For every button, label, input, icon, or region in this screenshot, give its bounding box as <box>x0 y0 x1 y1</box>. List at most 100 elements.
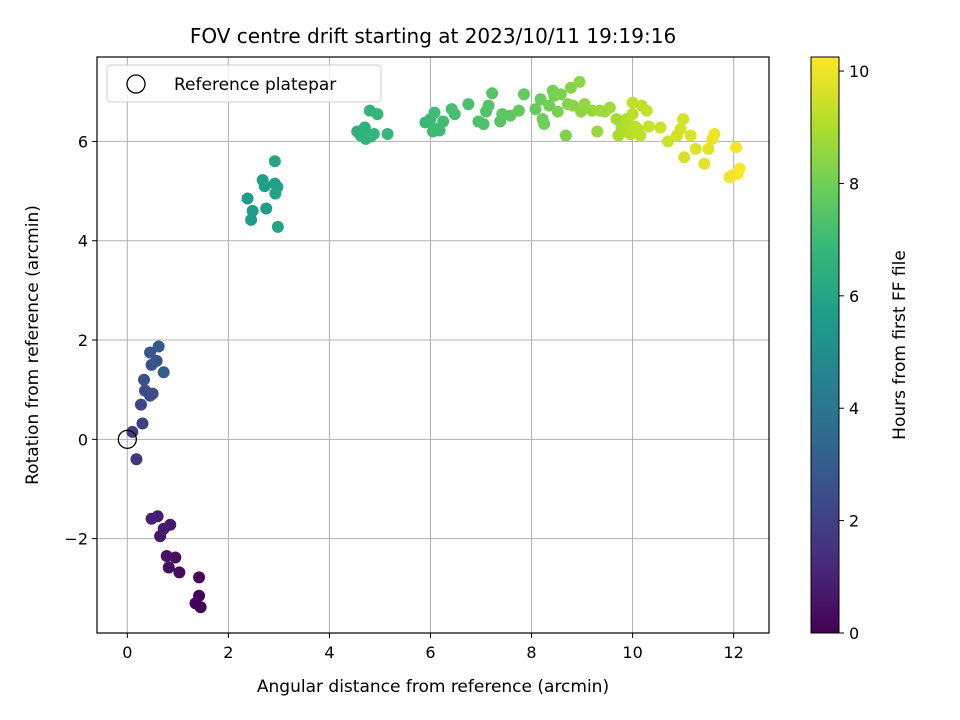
data-point <box>144 346 157 359</box>
y-axis-ticks: −2 0 2 4 6 <box>64 132 97 549</box>
y-tick-label: 0 <box>78 430 88 449</box>
data-point <box>137 373 150 386</box>
data-point <box>698 157 711 170</box>
chart-title: FOV centre drift starting at 2023/10/11 … <box>190 24 676 48</box>
data-point <box>144 389 157 402</box>
colorbar-tick-label: 0 <box>849 624 859 643</box>
data-point <box>529 103 542 116</box>
data-point <box>674 123 687 135</box>
data-point <box>482 99 495 112</box>
y-tick-label: 4 <box>78 232 88 251</box>
x-tick-label: 12 <box>723 643 743 662</box>
data-points <box>126 75 746 614</box>
data-point <box>160 550 173 563</box>
data-point <box>677 113 690 126</box>
data-point <box>689 142 702 155</box>
x-tick-label: 0 <box>122 643 132 662</box>
data-point <box>634 129 647 142</box>
data-point <box>157 522 170 535</box>
data-point <box>381 127 394 140</box>
data-point <box>654 121 667 134</box>
data-point <box>246 204 259 217</box>
data-point <box>150 354 163 367</box>
data-point <box>684 129 697 142</box>
data-point <box>640 104 653 117</box>
x-tick-label: 2 <box>223 643 233 662</box>
data-point <box>437 115 450 128</box>
data-point <box>642 120 655 133</box>
data-point <box>551 105 564 118</box>
data-point <box>157 366 170 379</box>
legend-label: Reference platepar <box>174 75 336 95</box>
data-point <box>145 512 158 525</box>
data-point <box>534 93 547 106</box>
x-axis-title: Angular distance from reference (arcmin) <box>257 677 609 697</box>
data-point <box>358 121 371 134</box>
data-point <box>271 220 284 233</box>
data-point <box>708 127 721 140</box>
data-point <box>678 151 691 164</box>
data-point <box>543 99 556 112</box>
data-point <box>573 75 586 88</box>
y-tick-label: −2 <box>64 530 88 549</box>
data-point <box>730 141 743 154</box>
data-point <box>134 398 147 411</box>
data-point <box>462 98 475 111</box>
data-point <box>661 135 674 148</box>
data-point <box>173 566 186 579</box>
data-point <box>603 101 616 114</box>
y-tick-label: 6 <box>78 132 88 151</box>
data-point <box>554 88 567 101</box>
legend: Reference platepar <box>106 64 382 103</box>
data-point <box>564 81 577 94</box>
data-point <box>193 589 206 602</box>
data-point <box>241 192 254 205</box>
colorbar-ticks: 0 2 4 6 8 10 <box>839 62 869 643</box>
data-point <box>512 104 525 117</box>
x-axis-ticks: 0 2 4 6 8 10 12 <box>122 633 744 662</box>
colorbar: 0 2 4 6 8 10 Hours from first FF file <box>810 56 910 643</box>
x-tick-label: 8 <box>526 643 536 662</box>
colorbar-gradient <box>810 56 840 634</box>
reference-platepar-marker <box>117 429 137 449</box>
data-point <box>591 125 604 138</box>
data-point <box>268 155 281 168</box>
legend-marker-icon <box>126 74 146 94</box>
data-point <box>486 87 499 100</box>
data-point <box>245 213 258 226</box>
data-point <box>626 108 639 121</box>
data-point <box>258 180 271 193</box>
legend-box <box>106 64 382 103</box>
data-point <box>702 142 715 155</box>
y-tick-label: 2 <box>78 331 88 350</box>
grid-lines <box>97 57 769 633</box>
colorbar-tick-label: 8 <box>849 174 859 193</box>
data-point <box>733 162 746 175</box>
data-point <box>626 96 639 109</box>
colorbar-title: Hours from first FF file <box>890 250 910 440</box>
data-point <box>517 88 530 101</box>
colorbar-tick-label: 2 <box>849 512 859 531</box>
plot-area-frame <box>96 56 770 634</box>
x-tick-label: 10 <box>622 643 642 662</box>
data-point <box>260 202 273 215</box>
data-point <box>428 106 441 119</box>
data-point <box>193 571 206 584</box>
data-point <box>130 453 143 466</box>
x-tick-label: 6 <box>425 643 435 662</box>
x-tick-label: 4 <box>324 643 334 662</box>
data-point <box>559 129 572 142</box>
colorbar-tick-label: 6 <box>849 287 859 306</box>
data-point <box>162 561 175 574</box>
data-point <box>477 118 490 131</box>
data-point <box>448 108 461 121</box>
data-point <box>152 340 165 353</box>
colorbar-tick-label: 4 <box>849 399 859 418</box>
data-point <box>371 108 384 121</box>
data-point <box>538 118 551 131</box>
y-axis-title: Rotation from reference (arcmin) <box>23 205 43 485</box>
colorbar-tick-label: 10 <box>849 62 869 81</box>
data-point <box>367 127 380 140</box>
data-point <box>269 187 282 200</box>
